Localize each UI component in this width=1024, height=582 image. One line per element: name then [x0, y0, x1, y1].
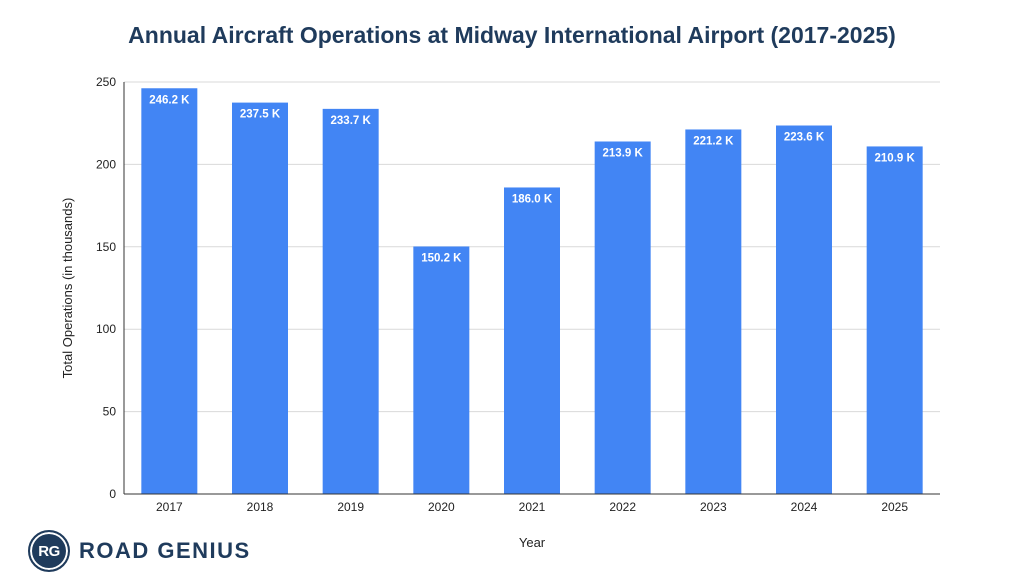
data-label-2025: 210.9 K — [875, 152, 916, 164]
bar-2019 — [322, 108, 379, 494]
bar-2018 — [232, 102, 288, 494]
bars: 246.2 K 237.5 K 233.7 K 150.2 K 186.0 K 213.9… — [141, 88, 923, 495]
x-tick-label: 2022 — [609, 500, 636, 514]
data-label-2019: 233.7 K — [331, 115, 372, 127]
y-tick-label: 250 — [96, 75, 116, 89]
bar-2025 — [866, 146, 923, 494]
data-label-2018: 237.5 K — [240, 109, 281, 121]
y-tick-label: 0 — [109, 487, 116, 501]
y-axis-title: Total Operations (in thousands) — [60, 198, 75, 379]
x-tick-label: 2019 — [337, 500, 364, 514]
logo-wordmark: ROAD GENIUS — [79, 538, 251, 563]
bar-2024 — [776, 125, 832, 494]
x-tick-label: 2023 — [700, 500, 727, 514]
data-label-2023: 221.2 K — [693, 135, 734, 147]
y-tick-label: 100 — [96, 322, 116, 336]
data-label-2017: 246.2 K — [149, 94, 190, 106]
bar-2022 — [594, 141, 651, 494]
data-label-2020: 150.2 K — [421, 252, 462, 264]
x-tick-label: 2020 — [428, 500, 455, 514]
road-genius-logo: RG ROAD GENIUS — [28, 530, 251, 572]
bar-2023 — [685, 129, 742, 494]
bar-2021 — [504, 187, 560, 495]
x-tick-label: 2017 — [156, 500, 183, 514]
data-label-2021: 186.0 K — [512, 193, 553, 205]
x-tick-label: 2025 — [881, 500, 908, 514]
y-tick-label: 150 — [96, 240, 116, 254]
data-label-2024: 223.6 K — [784, 132, 825, 144]
data-label-2022: 213.9 K — [603, 147, 644, 159]
x-tick-label: 2021 — [519, 500, 546, 514]
axes: 0 50 100 150 200 250 2017 2018 2019 2020 2021 2022 2… — [96, 75, 940, 514]
logo-badge: RG — [28, 530, 70, 572]
bar-2017 — [141, 88, 198, 495]
x-axis-title: Year — [519, 535, 546, 550]
x-tick-label: 2024 — [791, 500, 818, 514]
chart-title: Annual Aircraft Operations at Midway Int… — [128, 22, 896, 48]
x-tick-label: 2018 — [247, 500, 274, 514]
y-tick-label: 200 — [96, 157, 116, 171]
bar-2020 — [413, 246, 470, 494]
y-tick-label: 50 — [103, 405, 117, 419]
